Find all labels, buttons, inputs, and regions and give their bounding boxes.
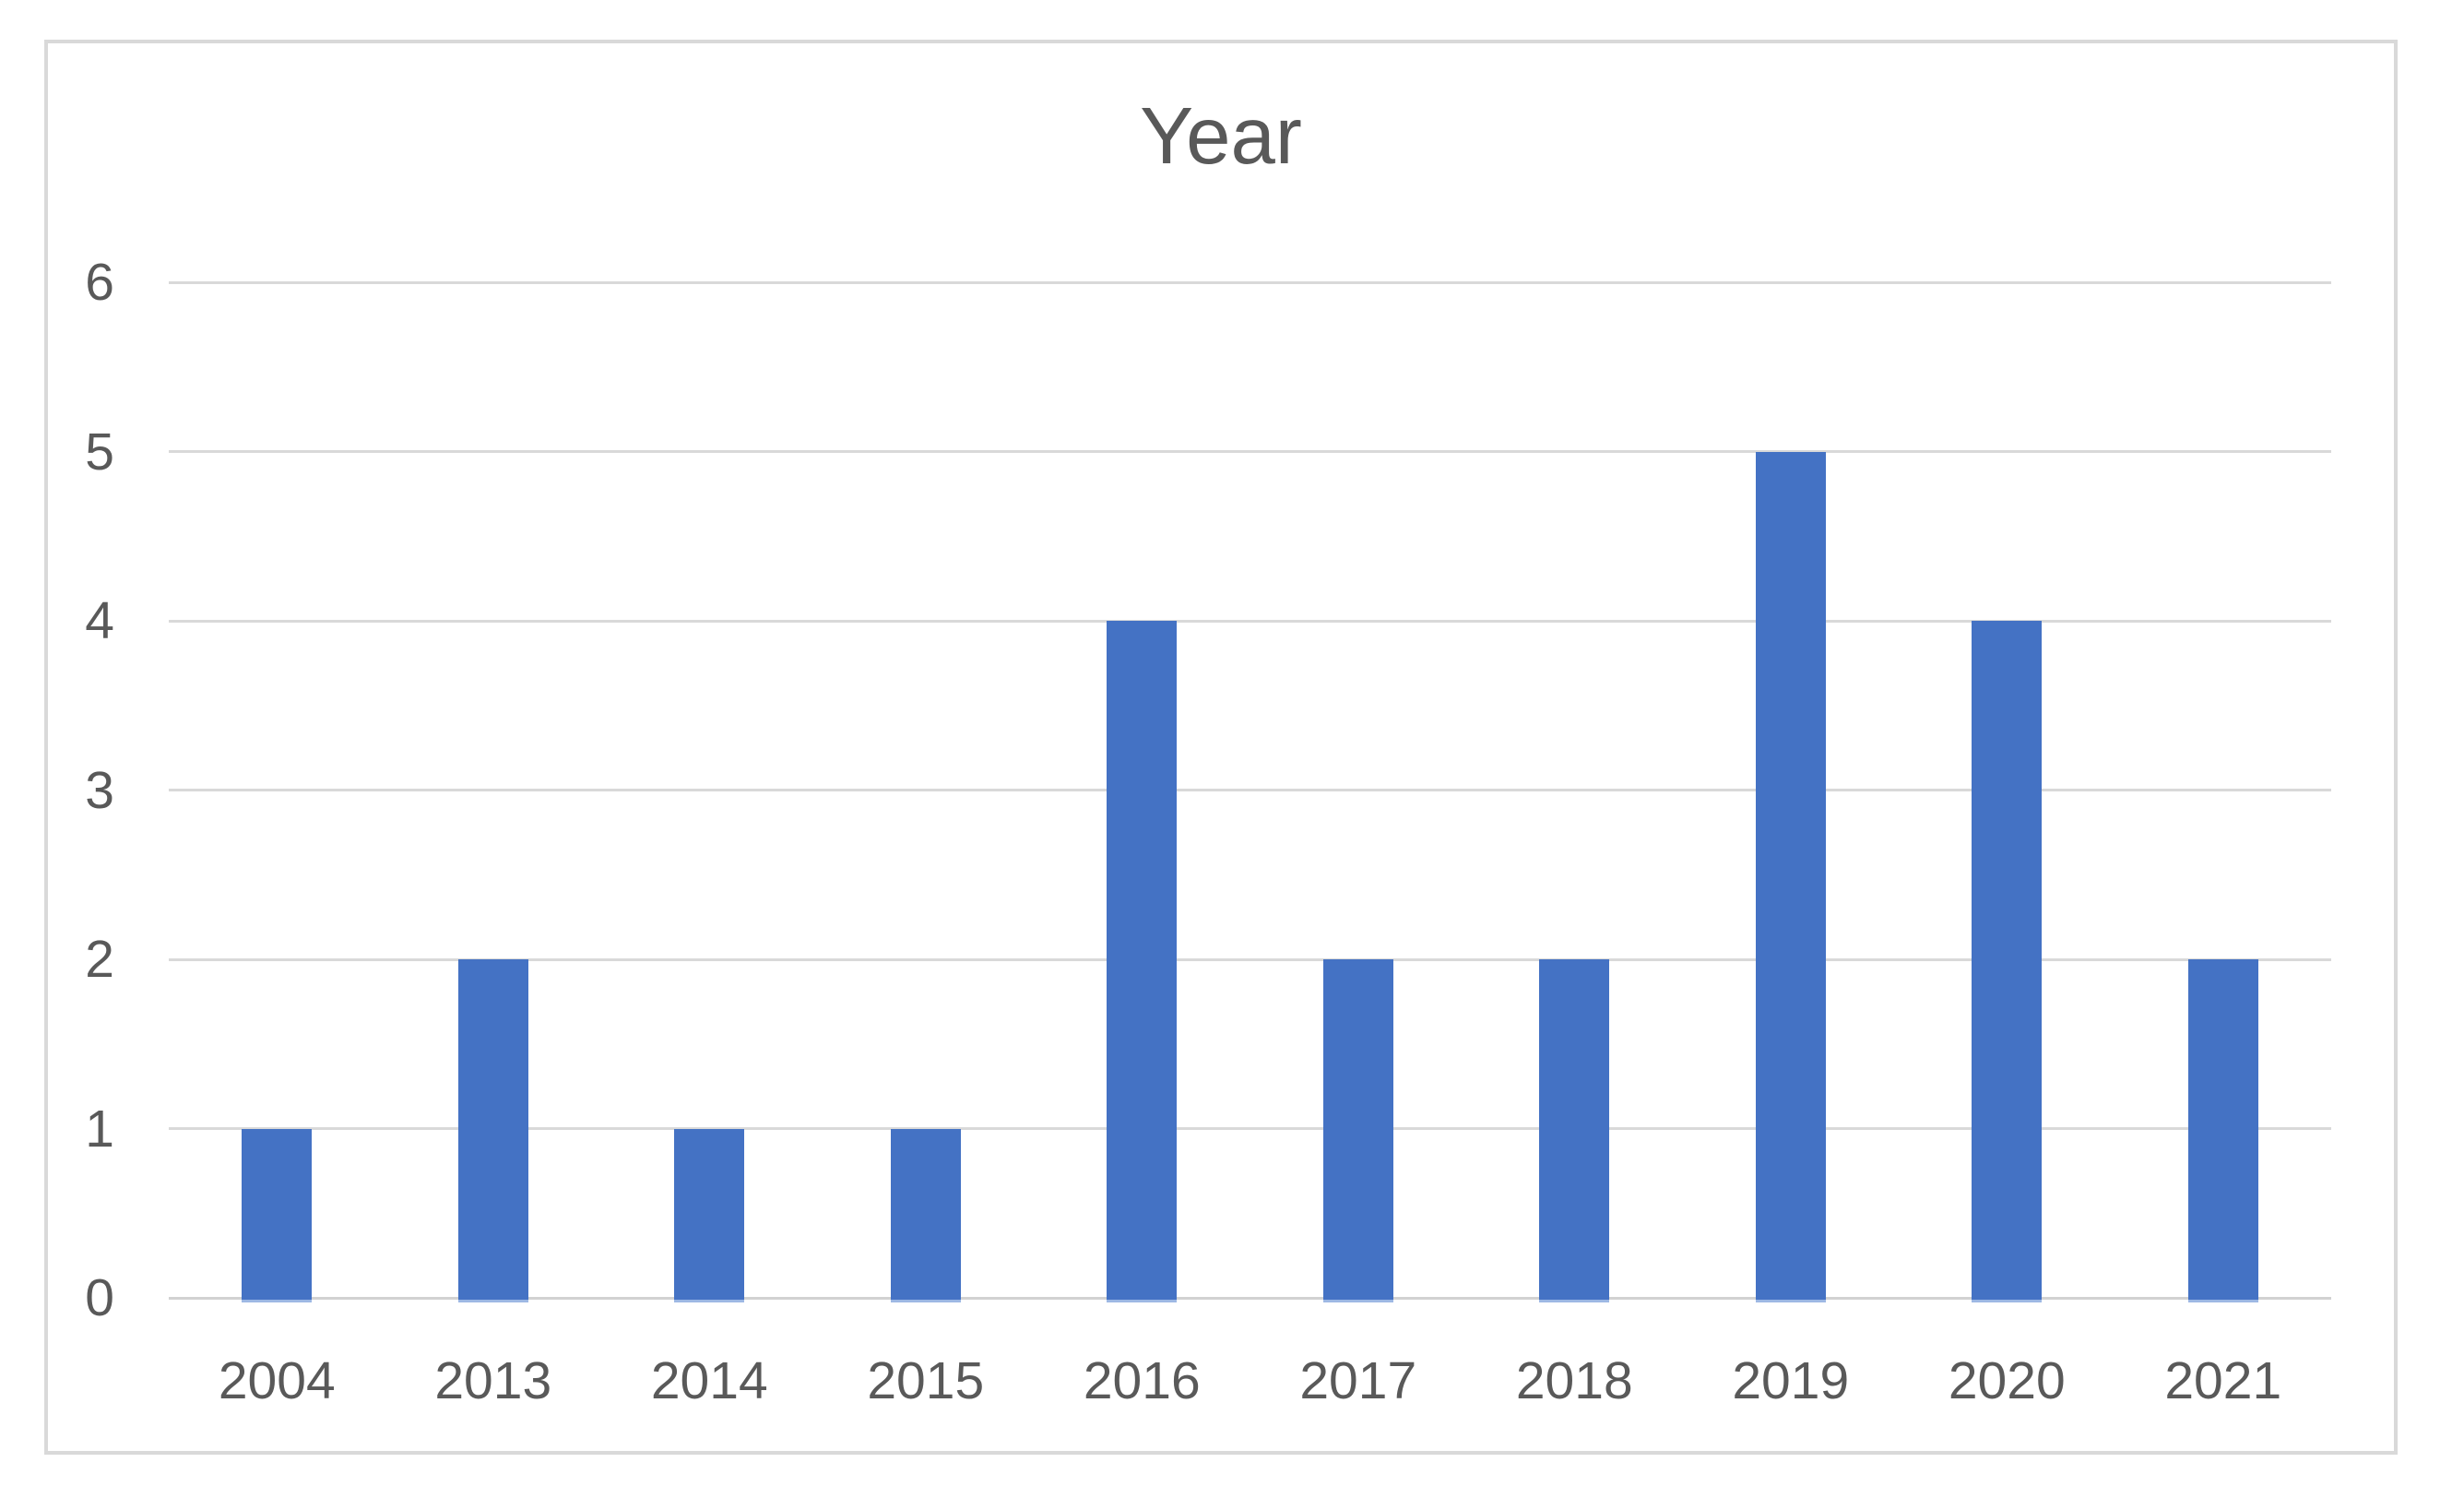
gridline-y1 xyxy=(169,1127,2331,1130)
gridline-y5 xyxy=(169,450,2331,453)
bar-2021 xyxy=(2187,959,2258,1300)
bar-foot-2018 xyxy=(1539,1299,1610,1302)
bar-2014 xyxy=(674,1128,745,1300)
x-tick-label-2021: 2021 xyxy=(2164,1351,2282,1410)
bar-foot-2017 xyxy=(1322,1299,1393,1302)
bar-2020 xyxy=(1972,621,2043,1300)
bar-foot-2014 xyxy=(674,1299,745,1302)
gridline-y4 xyxy=(169,619,2331,623)
x-tick-label-2016: 2016 xyxy=(1083,1351,1201,1410)
bar-foot-2013 xyxy=(457,1299,528,1302)
bar-2016 xyxy=(1107,621,1178,1300)
bar-foot-2020 xyxy=(1972,1299,2043,1302)
gridline-y3 xyxy=(169,789,2331,791)
bar-2013 xyxy=(457,959,528,1300)
x-axis-line xyxy=(169,1296,2331,1300)
bar-2015 xyxy=(890,1128,961,1300)
x-tick-label-2019: 2019 xyxy=(1732,1351,1850,1410)
x-tick-label-2020: 2020 xyxy=(1948,1351,2066,1410)
bar-foot-2019 xyxy=(1755,1299,1826,1302)
y-tick-label-5: 5 xyxy=(85,422,114,482)
y-tick-label-6: 6 xyxy=(85,253,114,312)
bar-foot-2021 xyxy=(2187,1299,2258,1302)
y-tick-label-1: 1 xyxy=(85,1099,114,1159)
bar-2019 xyxy=(1755,451,1826,1300)
x-tick-label-2015: 2015 xyxy=(867,1351,985,1410)
bar-2017 xyxy=(1322,959,1393,1300)
x-tick-label-2013: 2013 xyxy=(434,1351,552,1410)
y-tick-label-4: 4 xyxy=(85,591,114,650)
y-tick-label-3: 3 xyxy=(85,760,114,820)
gridline-y2 xyxy=(169,957,2331,961)
bar-2004 xyxy=(242,1128,313,1300)
chart-title: Year xyxy=(1140,91,1302,181)
x-tick-label-2017: 2017 xyxy=(1299,1351,1417,1410)
x-tick-label-2004: 2004 xyxy=(218,1351,336,1410)
bar-foot-2016 xyxy=(1107,1299,1178,1302)
x-tick-label-2014: 2014 xyxy=(650,1351,768,1410)
bar-2018 xyxy=(1539,959,1610,1300)
chart-frame xyxy=(44,40,2398,1455)
y-tick-label-2: 2 xyxy=(85,930,114,989)
bar-foot-2015 xyxy=(890,1299,961,1302)
bar-foot-2004 xyxy=(242,1299,313,1302)
y-tick-label-0: 0 xyxy=(85,1268,114,1327)
x-tick-label-2018: 2018 xyxy=(1515,1351,1633,1410)
gridline-y6 xyxy=(169,280,2331,284)
